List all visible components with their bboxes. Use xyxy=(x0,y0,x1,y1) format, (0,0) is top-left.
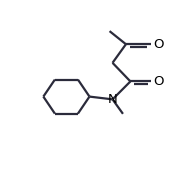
Text: N: N xyxy=(108,93,118,106)
Text: O: O xyxy=(153,38,164,51)
Text: O: O xyxy=(153,75,164,88)
